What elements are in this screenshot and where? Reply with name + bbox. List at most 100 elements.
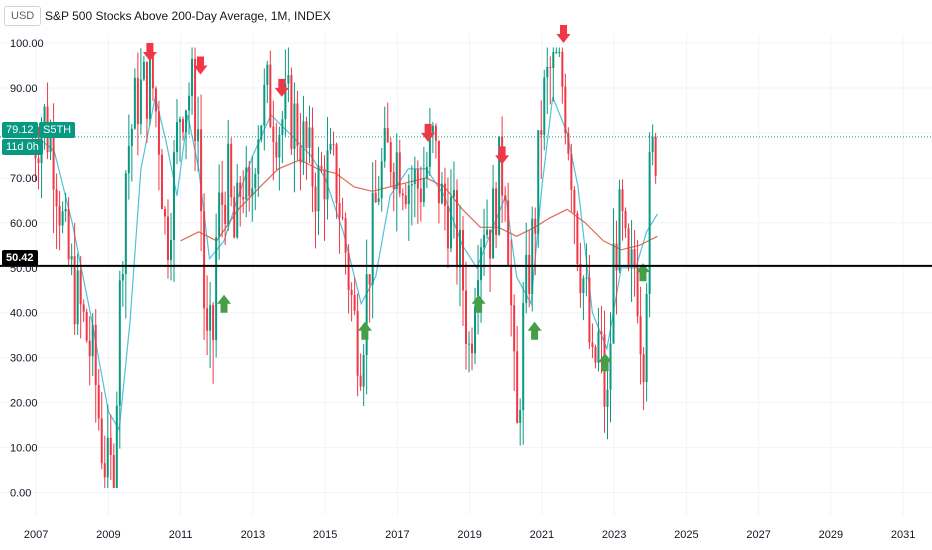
candle-body	[452, 190, 455, 197]
candle-body	[88, 340, 91, 357]
candle-body	[468, 343, 471, 345]
candle-body	[341, 217, 344, 219]
y-tick-label: 0.00	[10, 488, 31, 500]
candle-body	[386, 128, 389, 143]
candle-body	[215, 237, 218, 341]
candle-body	[100, 418, 103, 464]
candle-body	[133, 77, 136, 129]
candle-body	[356, 310, 359, 376]
candle-body	[600, 331, 603, 335]
candle-body	[401, 193, 404, 196]
candle-body	[347, 252, 350, 290]
candle-body	[591, 342, 594, 347]
x-tick-label: 2013	[241, 529, 265, 541]
symbol-badge: S5TH	[39, 122, 76, 138]
candle-body	[504, 195, 507, 201]
candle-body	[275, 142, 278, 158]
countdown-badge: 11d 0h	[2, 139, 43, 155]
candle-body	[290, 75, 293, 149]
x-tick-label: 2017	[385, 529, 409, 541]
candle-body	[160, 154, 163, 210]
candle-body	[200, 129, 203, 212]
candle-body	[371, 192, 374, 285]
level-badge[interactable]: 50.42	[2, 250, 38, 266]
candle-body	[588, 277, 591, 343]
candle-body	[648, 152, 651, 295]
candle-body	[236, 182, 239, 238]
candle-body	[531, 218, 534, 295]
candle-body	[248, 167, 251, 197]
candle-body	[359, 375, 362, 387]
candle-body	[124, 173, 127, 274]
y-tick-label: 40.00	[10, 308, 38, 320]
candle-body	[91, 324, 94, 357]
candle-body	[636, 266, 639, 317]
candle-body	[585, 277, 588, 279]
y-tick-label: 60.00	[10, 218, 38, 230]
candle-body	[377, 198, 380, 203]
candle-body	[233, 197, 236, 238]
candle-body	[654, 137, 657, 176]
y-tick-label: 70.00	[10, 173, 38, 185]
candle-body	[344, 218, 347, 253]
candle-body	[549, 66, 552, 68]
candle-body	[498, 136, 501, 235]
candle-body	[422, 178, 425, 203]
candle-body	[380, 161, 383, 199]
candle-body	[495, 188, 498, 235]
candle-body	[284, 83, 287, 120]
candle-body	[561, 51, 564, 87]
candle-body	[443, 183, 446, 206]
candle-body	[299, 146, 302, 163]
candle-body	[37, 158, 40, 164]
candle-body	[182, 119, 185, 133]
candle-body	[139, 79, 142, 125]
candle-body	[383, 128, 386, 162]
candlestick-series	[31, 47, 657, 489]
x-tick-label: 2007	[24, 529, 48, 541]
candle-body	[197, 129, 200, 142]
up-arrow-icon	[636, 263, 650, 282]
candle-body	[576, 213, 579, 264]
candle-body	[245, 167, 248, 200]
currency-button[interactable]: USD	[4, 6, 42, 26]
candle-body	[266, 64, 269, 85]
down-arrow-icon	[142, 43, 157, 61]
candle-body	[142, 61, 145, 80]
signal-arrows	[142, 25, 650, 372]
up-arrow-icon	[598, 353, 613, 372]
candle-body	[612, 243, 615, 344]
y-tick-label: 20.00	[10, 398, 38, 410]
candle-body	[567, 133, 570, 154]
candle-body	[257, 139, 260, 174]
candle-body	[218, 192, 221, 238]
candle-body	[64, 208, 67, 212]
candle-body	[407, 185, 410, 205]
candle-body	[633, 249, 636, 267]
y-axis: 0.0010.0020.0030.0040.0050.0060.0070.008…	[10, 38, 44, 500]
candle-body	[154, 88, 157, 112]
candle-body	[112, 455, 115, 489]
candle-body	[73, 256, 76, 325]
candle-body	[642, 354, 645, 383]
candle-body	[145, 61, 148, 119]
grid-lines	[0, 34, 932, 515]
candle-body	[163, 209, 166, 217]
up-arrow-icon	[217, 294, 231, 313]
candle-body	[516, 351, 519, 423]
candle-body	[224, 204, 227, 225]
candle-body	[552, 51, 555, 68]
horizontal-level-line[interactable]	[0, 136, 932, 267]
candle-body	[425, 166, 428, 179]
candle-body	[540, 130, 543, 135]
last-price-badge: 79.12	[2, 122, 38, 138]
candle-body	[209, 304, 212, 331]
candle-body	[615, 243, 618, 271]
candle-body	[302, 121, 305, 163]
candle-body	[350, 289, 353, 296]
candle-body	[537, 130, 540, 234]
x-tick-label: 2011	[169, 529, 193, 541]
candle-body	[293, 103, 296, 149]
candle-body	[52, 137, 55, 190]
